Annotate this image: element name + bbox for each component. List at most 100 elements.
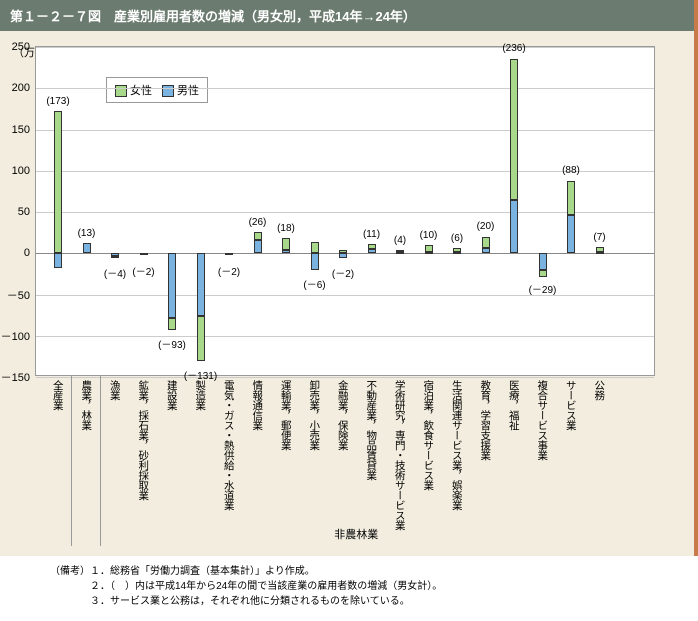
value-label: (－29) [529, 281, 557, 296]
x-label: 鉱業，採石業，砂利採取業 [137, 380, 149, 500]
legend-label-male: 男性 [177, 85, 199, 97]
bar-female [368, 244, 376, 249]
value-label: (4) [394, 235, 406, 246]
bar-male [567, 215, 575, 253]
gridline [36, 88, 654, 89]
x-label: 情報通信業 [251, 380, 263, 430]
x-label: 運輸業，郵便業 [279, 380, 291, 450]
bar-male [539, 253, 547, 270]
y-tick: 200 [12, 82, 36, 94]
value-label: (－93) [158, 336, 186, 351]
x-label: 金融業，保険業 [336, 380, 348, 450]
category-separator [71, 376, 72, 546]
y-tick: －50 [7, 287, 36, 303]
bar-male [596, 252, 604, 254]
footnote-line: １．総務省「労働力調査（基本集計）」より作成。 [90, 564, 678, 579]
footnote-line: ３．サービス業と公務は，それぞれ他に分類されるものを除いている。 [90, 594, 678, 609]
x-label: 公務 [593, 380, 605, 400]
bar-female [111, 256, 119, 258]
bar-male [197, 253, 205, 316]
bar-male [282, 250, 290, 253]
bar-female [482, 237, 490, 249]
value-label: (13) [78, 228, 96, 239]
bar-male [482, 248, 490, 253]
bar-female [282, 238, 290, 250]
bar-female [453, 248, 461, 252]
bar-male [510, 200, 518, 253]
value-label: (26) [249, 217, 267, 228]
legend-swatch-male [162, 85, 174, 97]
category-separator [100, 376, 101, 546]
x-label: 電気・ガス・熱供給・水道業 [222, 380, 234, 510]
bar-female [596, 247, 604, 251]
bar-female [510, 59, 518, 201]
value-label: (6) [451, 233, 463, 244]
value-label: (88) [562, 165, 580, 176]
gridline [36, 212, 654, 213]
x-label: 不動産業，物品賃貸業 [365, 380, 377, 480]
bar-female [254, 232, 262, 240]
bar-male [54, 253, 62, 268]
x-label: 全産業 [51, 380, 63, 410]
bar-male [225, 253, 233, 255]
y-tick: 100 [12, 165, 36, 177]
legend: 女性 男性 [106, 77, 208, 103]
bar-female [168, 318, 176, 330]
bar-female [539, 270, 547, 277]
bar-female [339, 250, 347, 253]
x-label: 医療，福祉 [507, 380, 519, 430]
value-label: (20) [477, 221, 495, 232]
gridline [36, 336, 654, 337]
bar-male [140, 253, 148, 255]
bar-female [567, 181, 575, 216]
y-tick: 0 [24, 247, 36, 259]
value-label: (11) [363, 229, 380, 240]
value-label: (18) [277, 223, 295, 234]
bar-male [254, 240, 262, 253]
bar-male [339, 253, 347, 258]
y-tick: 150 [12, 124, 36, 136]
x-label: 複合サービス事業 [536, 380, 548, 460]
bar-male [311, 253, 319, 270]
bar-female [54, 111, 62, 254]
bar-male [83, 243, 91, 254]
value-label: (10) [420, 230, 438, 241]
value-label: (7) [593, 232, 605, 243]
chart-title: 第１－２－７図 産業別雇用者数の増減（男女別，平成14年→24年） [0, 0, 698, 31]
x-label: 製造業 [194, 380, 206, 410]
notes-label: （備考） [50, 564, 90, 579]
gridline [36, 295, 654, 296]
plot: 女性 男性 －150－100－50050100150200250(173)(13… [35, 46, 655, 376]
value-label: (－6) [303, 276, 325, 291]
legend-swatch-female [115, 85, 127, 97]
bar-female [425, 245, 433, 252]
bar-female [197, 316, 205, 361]
x-label: 学術研究，専門・技術サービス業 [393, 380, 405, 530]
bar-male [453, 252, 461, 254]
y-tick: －150 [1, 369, 36, 385]
bar-male [368, 249, 376, 253]
footnotes: （備考） １．総務省「労働力調査（基本集計）」より作成。２．（ ）内は平成14年… [0, 556, 698, 621]
bar-male [168, 253, 176, 317]
x-label: 建設業 [165, 380, 177, 410]
y-tick: 50 [18, 206, 36, 218]
value-label: (236) [502, 43, 525, 54]
value-label: (－4) [104, 265, 126, 280]
x-label: サービス業 [564, 380, 576, 430]
value-label: (－2) [332, 265, 354, 280]
bar-female [311, 242, 319, 254]
x-label: 漁業 [108, 380, 120, 400]
y-tick: 250 [12, 41, 36, 53]
gridline [36, 130, 654, 131]
value-label: (173) [46, 96, 69, 107]
legend-label-female: 女性 [130, 85, 152, 97]
x-axis-labels: 全産業 農業，林業 漁業 鉱業，採石業，砂利採取業 建設業 製造業 電気・ガス・熱供給・水道… [35, 376, 655, 546]
value-label: (－2) [218, 263, 240, 278]
x-label: 生活関連サービス業，娯楽業 [450, 380, 462, 510]
x-label: 教育，学習支援業 [479, 380, 491, 460]
chart-area: （万人） 女性 男性 －150－100－50050100150200250(17… [0, 31, 698, 556]
value-label: (－2) [132, 263, 154, 278]
x-label: 農業，林業 [80, 380, 92, 430]
x-label: 宿泊業，飲食サービス業 [422, 380, 434, 490]
y-tick: －100 [1, 328, 36, 344]
